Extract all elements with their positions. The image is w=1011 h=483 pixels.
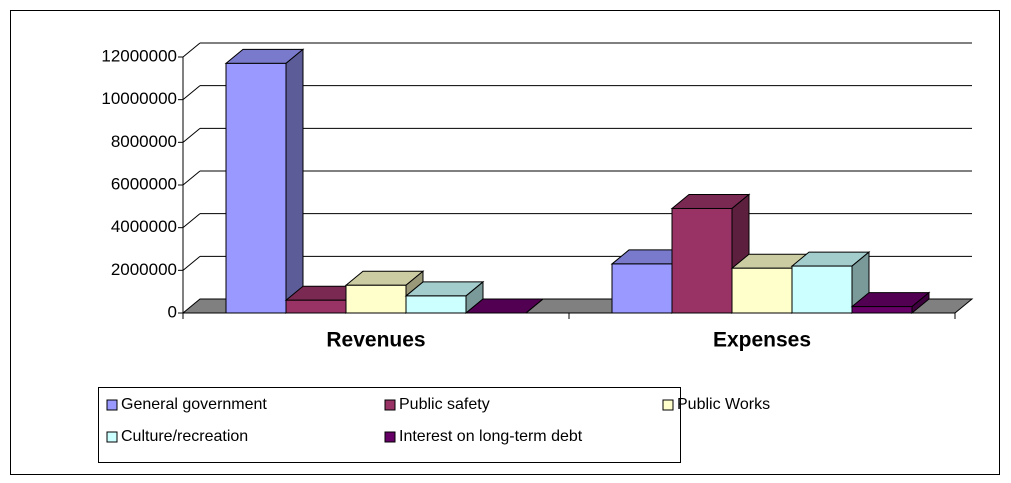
y-tick-label: 0 [168, 302, 177, 321]
legend-label: Culture/recreation [121, 428, 248, 445]
bar [731, 267, 793, 314]
grid-line [182, 170, 201, 186]
y-tick-label: 12000000 [101, 46, 177, 65]
legend-swatch [106, 431, 118, 443]
y-tick-label: 10000000 [101, 89, 177, 108]
y-tick-label: 4000000 [111, 217, 177, 236]
bar [345, 284, 407, 314]
y-tick-label: 8000000 [111, 132, 177, 151]
bar [405, 295, 467, 314]
bar-side [525, 298, 544, 314]
bar [225, 62, 287, 314]
bar [671, 207, 733, 314]
legend-label: Interest on long-term debt [399, 428, 583, 445]
x-tick-label: Revenues [326, 329, 425, 352]
legend-swatch [662, 399, 674, 411]
bar [285, 299, 347, 314]
grid-line [182, 42, 201, 58]
grid-line [182, 85, 201, 101]
bar [791, 265, 853, 314]
bar [851, 306, 913, 314]
grid-line [182, 213, 201, 229]
y-tick-label: 2000000 [111, 260, 177, 279]
legend-label: Public safety [399, 396, 490, 413]
grid-line [182, 127, 201, 143]
legend-label: General government [121, 396, 267, 413]
bar [611, 263, 673, 314]
legend-swatch [384, 431, 396, 443]
grid-line [182, 255, 201, 271]
legend-swatch [106, 399, 118, 411]
bar-side [285, 48, 304, 315]
x-tick-label: Expenses [713, 329, 811, 352]
legend-label: Public Works [677, 396, 770, 413]
y-tick-label: 6000000 [111, 174, 177, 193]
legend-swatch [384, 399, 396, 411]
